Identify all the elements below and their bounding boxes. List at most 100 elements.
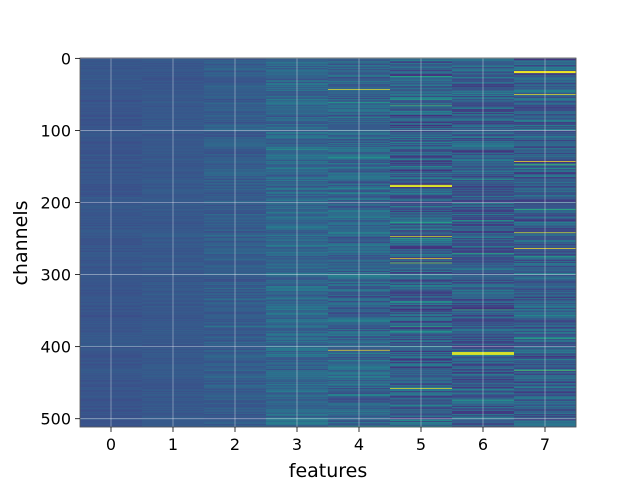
heatmap-cell: [452, 372, 515, 374]
heatmap-cell: [514, 358, 577, 360]
heatmap-cell: [514, 161, 577, 163]
heatmap-cell: [142, 96, 205, 98]
heatmap-cell: [80, 267, 143, 268]
heatmap-cell: [142, 95, 205, 97]
heatmap-cell: [328, 232, 391, 234]
heatmap-cell: [142, 390, 205, 392]
heatmap-cell: [80, 368, 143, 370]
heatmap-cell: [142, 220, 205, 222]
heatmap-cell: [266, 161, 329, 163]
heatmap-cell: [80, 360, 143, 362]
heatmap-cell: [80, 335, 143, 337]
heatmap-cell: [452, 333, 515, 335]
heatmap-cell: [80, 247, 143, 249]
heatmap-cell: [80, 420, 143, 422]
heatmap-cell: [452, 407, 515, 409]
heatmap-cell: [514, 123, 577, 125]
heatmap-cell: [142, 169, 205, 171]
heatmap-cell: [80, 135, 143, 137]
heatmap-cell: [204, 206, 267, 208]
heatmap-cell: [266, 148, 329, 150]
heatmap-cell: [266, 352, 329, 354]
heatmap-cell: [204, 380, 267, 382]
heatmap-cell: [204, 352, 267, 354]
heatmap-cell: [514, 245, 577, 247]
heatmap-cell: [390, 145, 453, 147]
heatmap-cell: [328, 278, 391, 280]
heatmap-cell: [80, 396, 143, 397]
heatmap-cell: [80, 416, 143, 418]
heatmap-cell: [80, 287, 143, 289]
heatmap-cell: [204, 342, 267, 344]
heatmap-cell: [514, 334, 577, 336]
heatmap-cell: [390, 363, 453, 365]
heatmap-cell: [514, 70, 577, 72]
heatmap-cell: [514, 140, 577, 142]
heatmap-cell: [266, 357, 329, 359]
heatmap-cell: [142, 343, 205, 345]
heatmap-cell: [204, 173, 267, 175]
heatmap-cell: [390, 389, 453, 391]
heatmap-cell: [390, 94, 453, 96]
heatmap-cell: [328, 410, 391, 412]
heatmap-cell: [328, 129, 391, 131]
heatmap-cell: [514, 244, 577, 246]
heatmap-cell: [204, 325, 267, 327]
heatmap-cell: [514, 241, 577, 243]
heatmap-cell: [390, 108, 453, 110]
heatmap-cell: [80, 244, 143, 246]
heatmap-cell: [80, 305, 143, 307]
heatmap-cell: [266, 336, 329, 338]
heatmap-cell: [80, 155, 143, 157]
heatmap-cell: [390, 226, 453, 228]
heatmap-cell: [204, 192, 267, 194]
heatmap-cell: [514, 168, 577, 170]
heatmap-cell: [142, 387, 205, 389]
heatmap-cell: [390, 323, 453, 325]
heatmap-cell: [390, 243, 453, 245]
heatmap-cell: [514, 186, 577, 188]
heatmap-cell: [328, 333, 391, 335]
heatmap-cell: [514, 291, 577, 293]
heatmap-cell: [204, 359, 267, 361]
heatmap-cell: [266, 220, 329, 222]
heatmap-cell: [80, 114, 143, 116]
heatmap-cell: [514, 414, 577, 415]
heatmap-cell: [452, 100, 515, 102]
heatmap-cell: [390, 63, 453, 65]
heatmap-cell: [204, 264, 267, 266]
heatmap-cell: [390, 162, 453, 164]
heatmap-cell: [80, 273, 143, 275]
heatmap-cell: [328, 94, 391, 96]
heatmap-cell: [142, 298, 205, 300]
heatmap-cell: [80, 408, 143, 410]
heatmap-cell: [80, 350, 143, 352]
heatmap-cell: [142, 411, 205, 413]
heatmap-cell: [80, 259, 143, 261]
heatmap-cell: [390, 133, 453, 135]
heatmap-cell: [452, 355, 515, 357]
heatmap-cell: [328, 401, 391, 403]
heatmap-cell: [514, 154, 577, 156]
heatmap-cell: [514, 325, 577, 327]
heatmap-cell: [142, 164, 205, 166]
heatmap-cell: [266, 217, 329, 219]
heatmap-cell: [390, 223, 453, 225]
heatmap-cell: [142, 269, 205, 271]
heatmap-cell: [142, 141, 205, 143]
heatmap-cell: [266, 99, 329, 101]
heatmap-cell: [328, 389, 391, 391]
heatmap-cell: [266, 371, 329, 373]
heatmap-cell: [328, 248, 391, 250]
heatmap-cell: [514, 88, 577, 90]
heatmap-cell: [452, 356, 515, 358]
heatmap-cell: [80, 88, 143, 90]
heatmap-cell: [266, 207, 329, 209]
heatmap-cell: [390, 176, 453, 178]
heatmap-cell: [452, 377, 515, 379]
heatmap-cell: [514, 297, 577, 299]
heatmap-cell: [452, 376, 515, 378]
heatmap-cell: [514, 357, 577, 359]
heatmap-cell: [452, 322, 515, 324]
plot-frame: [79, 57, 577, 428]
